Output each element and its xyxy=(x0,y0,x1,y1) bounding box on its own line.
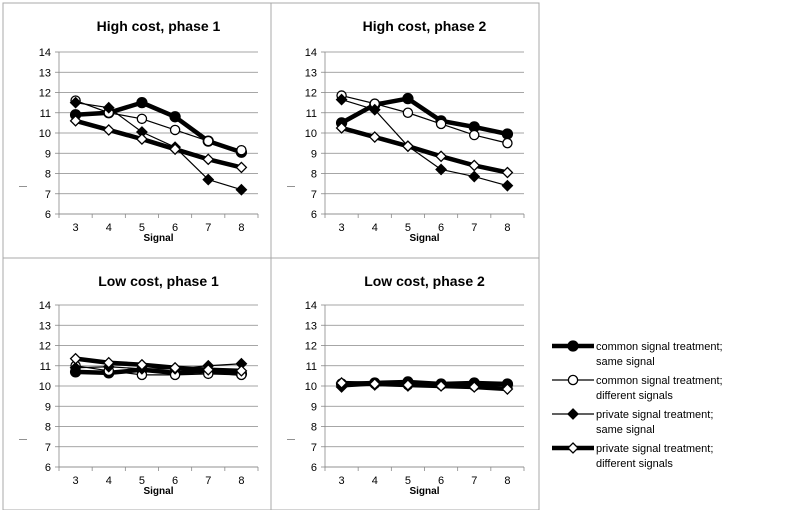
x-tick-label: 7 xyxy=(471,222,477,234)
y-tick-label: 8 xyxy=(45,169,51,181)
y-tick-label: 8 xyxy=(45,422,51,434)
y-tick-label: 11 xyxy=(306,108,317,120)
data-point xyxy=(503,139,512,148)
x-tick-label: 3 xyxy=(73,475,79,487)
y-tick-label: 13 xyxy=(305,67,317,79)
data-point xyxy=(170,112,180,122)
x-axis-label: Signal xyxy=(409,486,439,497)
x-tick-label: 4 xyxy=(106,475,112,487)
chart-panel-4: Low cost, phase 2 6 7 8 9 10 11 12 13 14 3 4 5 6 7 8 Sig… xyxy=(271,258,539,510)
data-point xyxy=(137,114,146,123)
y-tick-label: 7 xyxy=(45,189,51,201)
x-tick-label: 3 xyxy=(73,222,79,234)
legend-label: different signals xyxy=(596,390,673,402)
chart-title: High cost, phase 1 xyxy=(97,18,221,34)
data-point xyxy=(403,108,412,117)
x-axis-label: Signal xyxy=(409,233,439,244)
legend-entry-3: private signal treatment; same signal xyxy=(552,409,713,436)
y-tick-label: 10 xyxy=(305,128,317,140)
y-tick-label: 7 xyxy=(45,442,51,454)
y-tick-label: 14 xyxy=(305,300,317,312)
data-point xyxy=(170,125,179,134)
legend-entry-2: common signal treatment; different signal… xyxy=(552,375,723,402)
legend: common signal treatment;same signalcommo… xyxy=(552,341,723,470)
y-tick-label: 6 xyxy=(45,462,51,474)
legend-label: private signal treatment; xyxy=(596,443,713,455)
y-tick-label: 14 xyxy=(39,47,51,59)
y-tick-label: 9 xyxy=(45,148,51,160)
x-tick-label: 8 xyxy=(238,222,244,234)
data-point xyxy=(204,137,213,146)
chart-title: Low cost, phase 1 xyxy=(98,273,219,289)
y-tick-label: 11 xyxy=(40,361,51,373)
y-tick-label: 6 xyxy=(311,209,317,221)
chart-title: Low cost, phase 2 xyxy=(364,273,485,289)
y-tick-label: 14 xyxy=(39,300,51,312)
y-tick-label: 13 xyxy=(39,67,51,79)
y-tick-label: 13 xyxy=(305,320,317,332)
x-tick-label: 8 xyxy=(504,222,510,234)
y-tick-label: 10 xyxy=(305,381,317,393)
x-axis-label: Signal xyxy=(143,233,173,244)
legend-label: private signal treatment; xyxy=(596,409,713,421)
y-tick-label: 9 xyxy=(45,401,51,413)
y-tick-label: 13 xyxy=(39,320,51,332)
y-tick-label: 7 xyxy=(311,442,317,454)
x-tick-label: 3 xyxy=(339,475,345,487)
x-axis-label: Signal xyxy=(143,486,173,497)
x-tick-label: 3 xyxy=(339,222,345,234)
chart-panel-2: High cost, phase 2 6 7 8 9 10 11 12 13 14 3 4 5 6 7 8 Si… xyxy=(271,3,539,258)
x-tick-label: 7 xyxy=(205,222,211,234)
y-tick-label: 6 xyxy=(311,462,317,474)
chart-panel-1: High cost, phase 1 6 7 8 9 10 11 12 13 14 3 4 5 6 7 8 Si… xyxy=(3,3,271,258)
x-tick-label: 4 xyxy=(106,222,112,234)
legend-swatch-marker xyxy=(568,341,578,351)
data-point xyxy=(502,129,512,139)
y-tick-label: 11 xyxy=(306,361,317,373)
y-tick-label: 7 xyxy=(311,189,317,201)
y-tick-label: 12 xyxy=(39,88,51,100)
data-point xyxy=(436,119,445,128)
y-tick-label: 8 xyxy=(311,422,317,434)
legend-label: common signal treatment; xyxy=(596,341,723,353)
legend-label: different signals xyxy=(596,458,673,470)
data-point xyxy=(403,94,413,104)
legend-swatch-marker xyxy=(568,375,577,384)
y-tick-label: 14 xyxy=(305,47,317,59)
legend-swatch-marker xyxy=(568,443,578,453)
x-tick-label: 7 xyxy=(471,475,477,487)
legend-label: common signal treatment; xyxy=(596,375,723,387)
y-tick-label: 12 xyxy=(305,88,317,100)
y-tick-label: 6 xyxy=(45,209,51,221)
chart-panel-3: Low cost, phase 1678910111213143 4 5 6 7 8Sig… xyxy=(3,258,271,510)
y-tick-label: 10 xyxy=(39,381,51,393)
legend-label: same signal xyxy=(596,424,655,436)
x-tick-label: 8 xyxy=(238,475,244,487)
x-tick-label: 8 xyxy=(504,475,510,487)
legend-entry-1: common signal treatment; same signal xyxy=(552,341,723,368)
x-tick-label: 4 xyxy=(372,475,378,487)
legend-swatch-marker xyxy=(568,409,578,419)
y-tick-label: 9 xyxy=(311,148,317,160)
y-tick-label: 10 xyxy=(39,128,51,140)
y-tick-label: 9 xyxy=(311,401,317,413)
y-tick-label: 12 xyxy=(39,341,51,353)
data-point xyxy=(137,98,147,108)
data-point xyxy=(470,130,479,139)
x-tick-label: 7 xyxy=(205,475,211,487)
y-tick-label: 8 xyxy=(311,169,317,181)
chart-title: High cost, phase 2 xyxy=(363,18,487,34)
x-tick-label: 4 xyxy=(372,222,378,234)
y-tick-label: 11 xyxy=(40,108,51,120)
legend-entry-4: private signal treatment; different signa… xyxy=(552,443,713,470)
data-point xyxy=(237,146,246,155)
y-tick-label: 12 xyxy=(305,341,317,353)
legend-label: same signal xyxy=(596,356,655,368)
